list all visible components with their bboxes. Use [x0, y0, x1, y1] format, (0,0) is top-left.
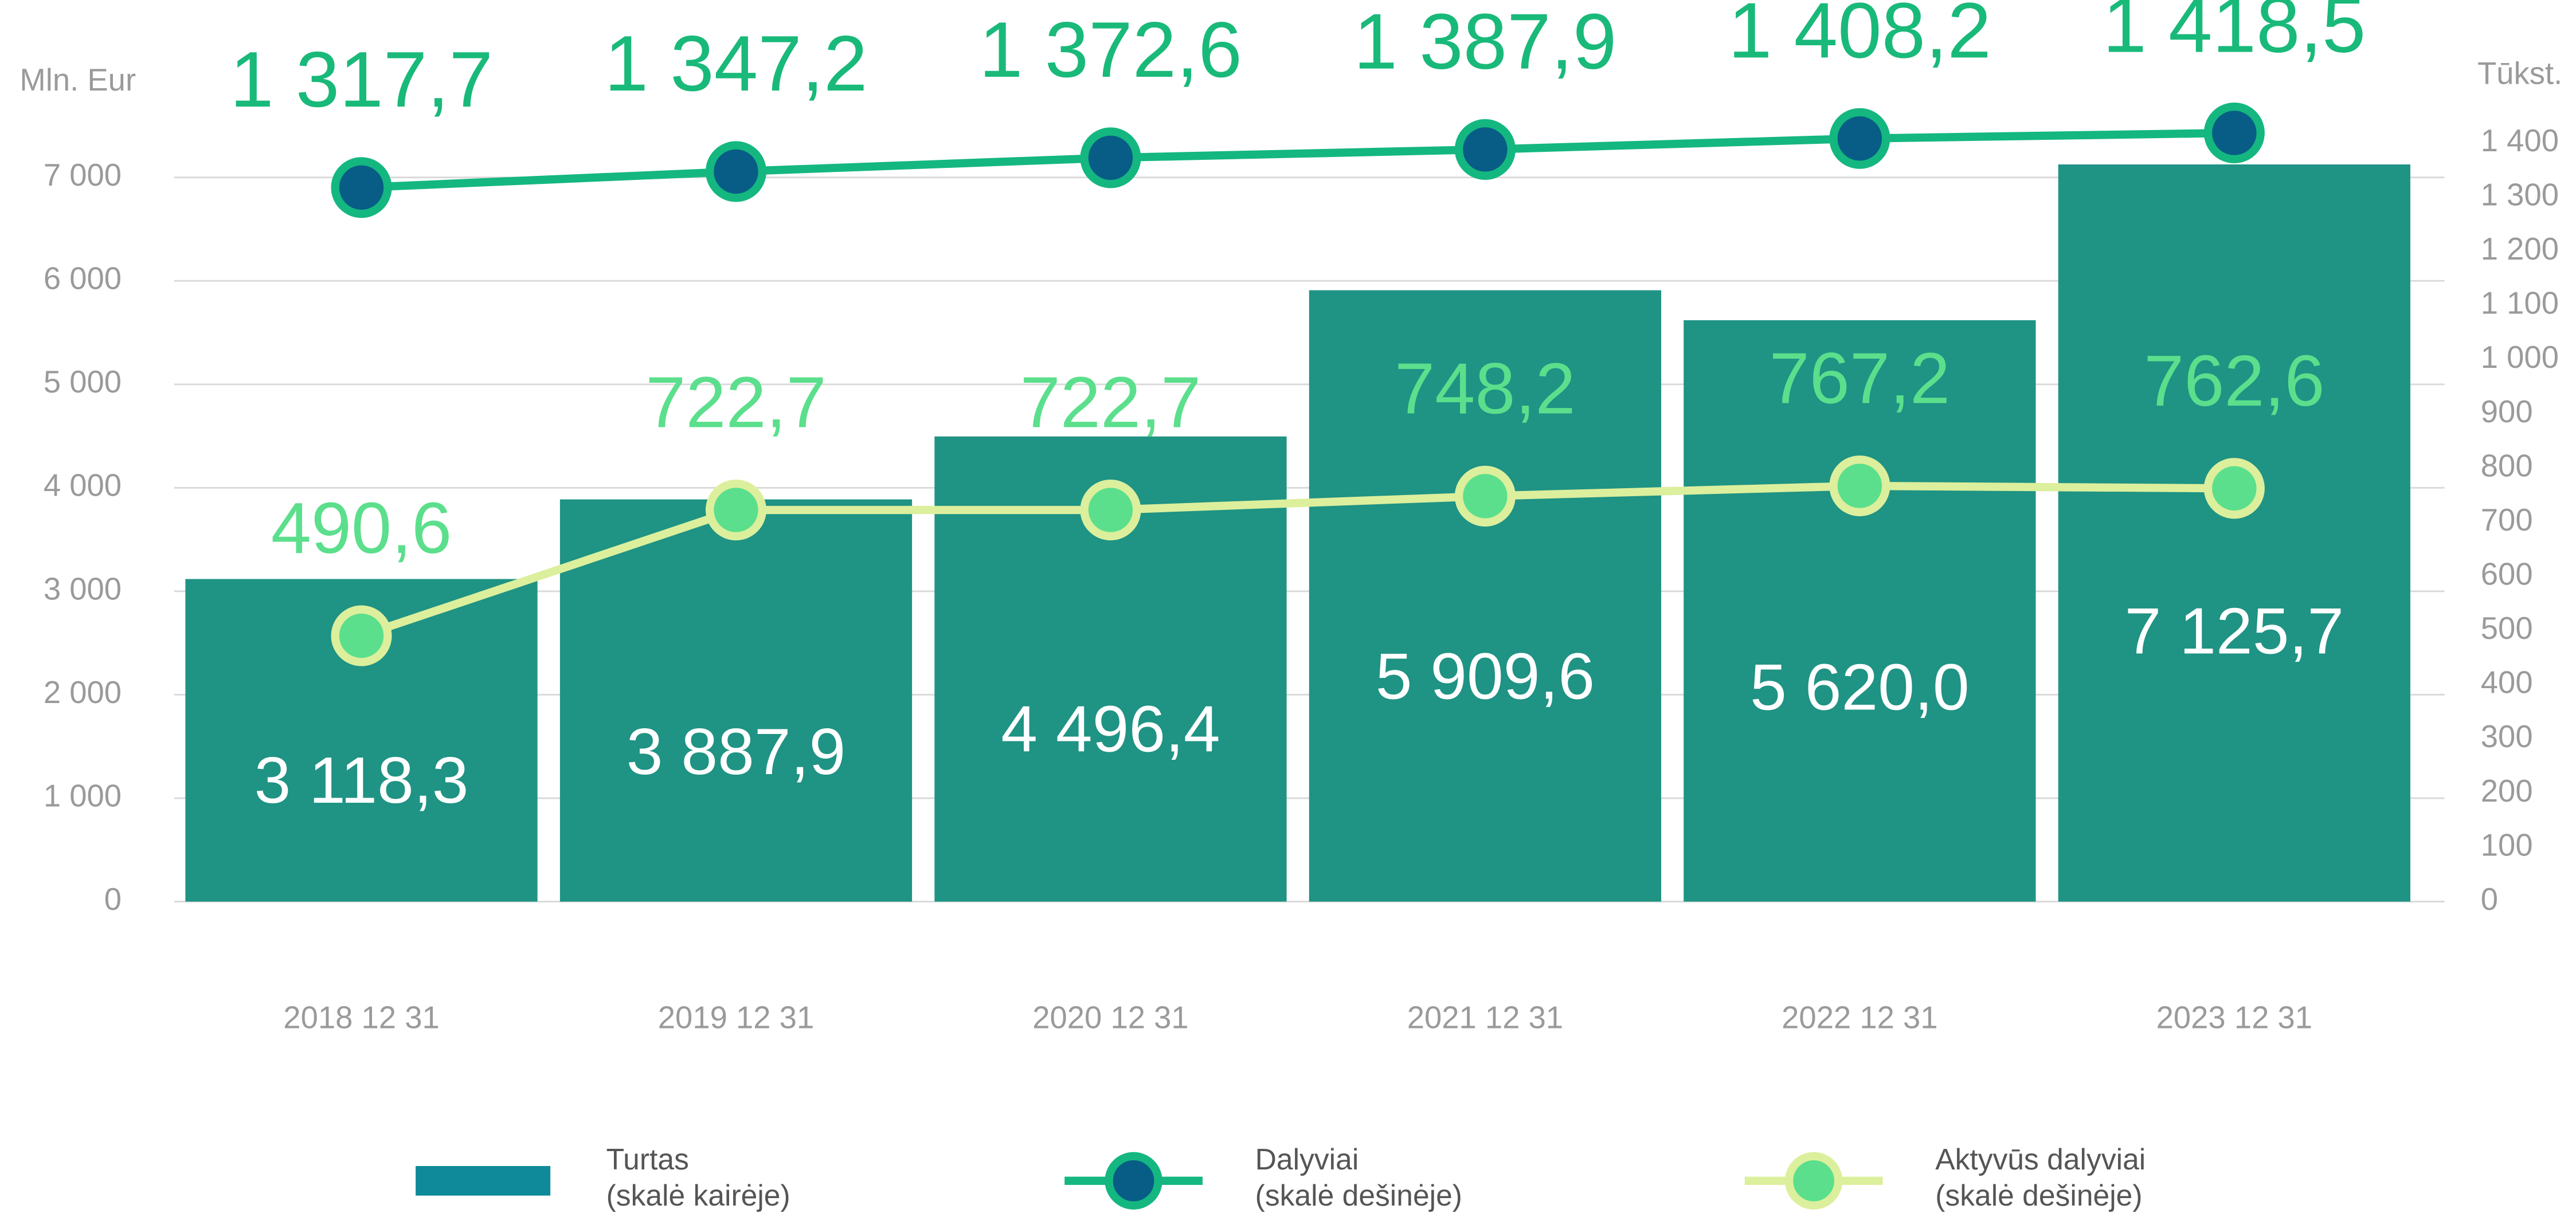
y2-tick-label: 900: [2481, 394, 2533, 429]
y2-tick-label: 1 400: [2481, 123, 2559, 158]
line-value-label: 1 347,2: [605, 19, 868, 108]
legend-swatch: [1105, 1152, 1162, 1210]
y-tick-label: 7 000: [44, 158, 122, 193]
line-marker: [2203, 458, 2265, 519]
y2-tick-label: 400: [2481, 665, 2533, 700]
legend-label: Turtas (skalė kairėje): [606, 1143, 790, 1212]
y2-tick-label: 1 300: [2481, 177, 2559, 212]
bars: [185, 164, 2410, 902]
legend-entry: Aktyvūs dalyviai (skalė dešinėje): [1935, 1143, 2146, 1212]
bar-value-label: 4 496,4: [1001, 693, 1220, 766]
y2-tick-label: 300: [2481, 719, 2533, 754]
x-tick-label: 2019 12 31: [658, 1000, 814, 1035]
y2-tick-label: 1 000: [2481, 340, 2559, 375]
y2-tick-label: 100: [2481, 827, 2533, 862]
y2-tick-label: 0: [2481, 882, 2498, 917]
line: [361, 128, 2234, 192]
line-value-label: 762,6: [2144, 340, 2325, 421]
legend-entry: Dalyviai (skalė dešinėje): [1255, 1143, 1462, 1212]
bar-value-label: 5 909,6: [1376, 640, 1595, 713]
line-value-label: 1 418,5: [2103, 0, 2366, 69]
y2-tick-label: 1 200: [2481, 231, 2559, 266]
legend-swatch: [1784, 1152, 1843, 1210]
y-tick-label: 0: [104, 882, 122, 917]
bar-value-label: 5 620,0: [1750, 651, 1969, 724]
x-tick-label: 2021 12 31: [1407, 1000, 1563, 1035]
y-tick-label: 4 000: [44, 468, 122, 503]
bar: [1309, 290, 1662, 902]
bar-value-label: 3 118,3: [255, 744, 469, 817]
x-tick-label: 2020 12 31: [1032, 1000, 1188, 1035]
line-marker: [331, 605, 392, 666]
y-tick-label: 3 000: [44, 571, 122, 606]
line-marker: [1454, 119, 1516, 180]
x-tick-label: 2018 12 31: [283, 1000, 439, 1035]
bar-value-label: 7 125,7: [2125, 595, 2344, 668]
y-tick-label: 6 000: [44, 261, 122, 296]
legend-entry: Turtas (skalė kairėje): [606, 1143, 790, 1212]
grid: 0 1 000 2 000 3 000 4 000 5 000 6 000 7 000 0 100…: [44, 123, 2559, 917]
legend-label: Aktyvūs dalyviai (skalė dešinėje): [1935, 1143, 2146, 1212]
y-tick-label: 1 000: [44, 778, 122, 813]
bar: [2058, 164, 2410, 902]
y-tick-label: 2 000: [44, 675, 122, 710]
y2-tick-label: 1 100: [2481, 286, 2559, 321]
line-value-label: 490,6: [271, 488, 452, 568]
line-value-label: 1 372,6: [979, 6, 1242, 94]
y2-tick-label: 800: [2481, 448, 2533, 483]
legend: Turtas (skalė kairėje) Dalyviai (skalė de…: [416, 1143, 2146, 1212]
labels: 2018 12 31 2019 12 31 2020 12 31 2021 12 31…: [230, 0, 2366, 1035]
line: [360, 481, 2234, 640]
y2-tick-label: 500: [2481, 611, 2533, 646]
line-marker: [1454, 465, 1516, 527]
line-value-label: 722,7: [1020, 362, 1201, 443]
line-value-label: 1 408,2: [1728, 0, 1991, 74]
line-marker: [1080, 127, 1141, 189]
x-tick-label: 2022 12 31: [1782, 1000, 1937, 1035]
x-tick-label: 2023 12 31: [2156, 1000, 2312, 1035]
line-value-label: 1 387,9: [1353, 0, 1616, 86]
line-value-label: 1 317,7: [230, 36, 493, 124]
y-axis-title: Mln. Eur: [19, 62, 136, 97]
bar-value-label: 3 887,9: [627, 715, 845, 788]
bar: [1684, 320, 2036, 902]
line-marker: [705, 480, 767, 541]
y2-tick-label: 600: [2481, 557, 2533, 592]
line-marker: [1829, 108, 1890, 169]
lines: [331, 102, 2265, 666]
line-value-label: 767,2: [1769, 338, 1951, 419]
legend-swatch: [416, 1166, 551, 1196]
y2-axis-title: Tūkst.: [2477, 56, 2562, 91]
line-marker: [1080, 480, 1141, 541]
line-marker: [331, 157, 392, 218]
bar: [559, 499, 913, 902]
line-marker: [2203, 102, 2265, 163]
line-marker: [705, 141, 767, 202]
y2-tick-label: 700: [2481, 502, 2533, 537]
y2-tick-label: 200: [2481, 774, 2533, 808]
line-value-label: 748,2: [1395, 348, 1576, 429]
y-tick-label: 5 000: [44, 364, 122, 399]
legend-label: Dalyviai (skalė dešinėje): [1255, 1143, 1462, 1212]
line-marker: [1829, 455, 1890, 516]
line-value-label: 722,7: [645, 362, 827, 443]
